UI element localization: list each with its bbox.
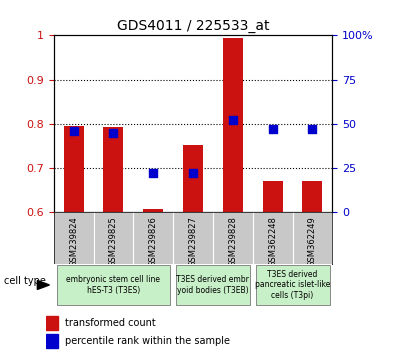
FancyBboxPatch shape <box>176 266 250 304</box>
Bar <box>103 127 123 212</box>
Point <box>309 126 316 132</box>
Title: GDS4011 / 225533_at: GDS4011 / 225533_at <box>117 19 269 33</box>
Text: GSM239826: GSM239826 <box>149 217 158 267</box>
Point <box>230 118 236 123</box>
FancyBboxPatch shape <box>256 266 330 304</box>
Text: GSM362248: GSM362248 <box>268 217 277 267</box>
Text: GSM239827: GSM239827 <box>189 217 197 267</box>
Bar <box>302 182 322 212</box>
Bar <box>263 182 283 212</box>
Bar <box>46 316 58 330</box>
Text: GSM239825: GSM239825 <box>109 217 118 267</box>
Text: cell type: cell type <box>4 276 46 286</box>
Polygon shape <box>37 280 49 290</box>
Bar <box>183 145 203 212</box>
Text: embryonic stem cell line
hES-T3 (T3ES): embryonic stem cell line hES-T3 (T3ES) <box>66 275 160 295</box>
Bar <box>64 126 84 212</box>
Point <box>269 126 276 132</box>
Text: transformed count: transformed count <box>65 318 156 328</box>
Text: GSM239828: GSM239828 <box>228 217 237 267</box>
Text: GSM362249: GSM362249 <box>308 217 317 267</box>
Point <box>70 128 77 134</box>
Bar <box>46 334 58 348</box>
FancyBboxPatch shape <box>57 266 170 304</box>
Text: T3ES derived embr
yoid bodies (T3EB): T3ES derived embr yoid bodies (T3EB) <box>176 275 250 295</box>
Point <box>150 171 156 176</box>
Bar <box>223 39 243 212</box>
Point <box>190 171 196 176</box>
Bar <box>143 209 163 212</box>
Text: T3ES derived
pancreatic islet-like
cells (T3pi): T3ES derived pancreatic islet-like cells… <box>255 270 330 300</box>
Text: GSM239824: GSM239824 <box>69 217 78 267</box>
Text: percentile rank within the sample: percentile rank within the sample <box>65 336 230 346</box>
Point <box>110 130 117 136</box>
